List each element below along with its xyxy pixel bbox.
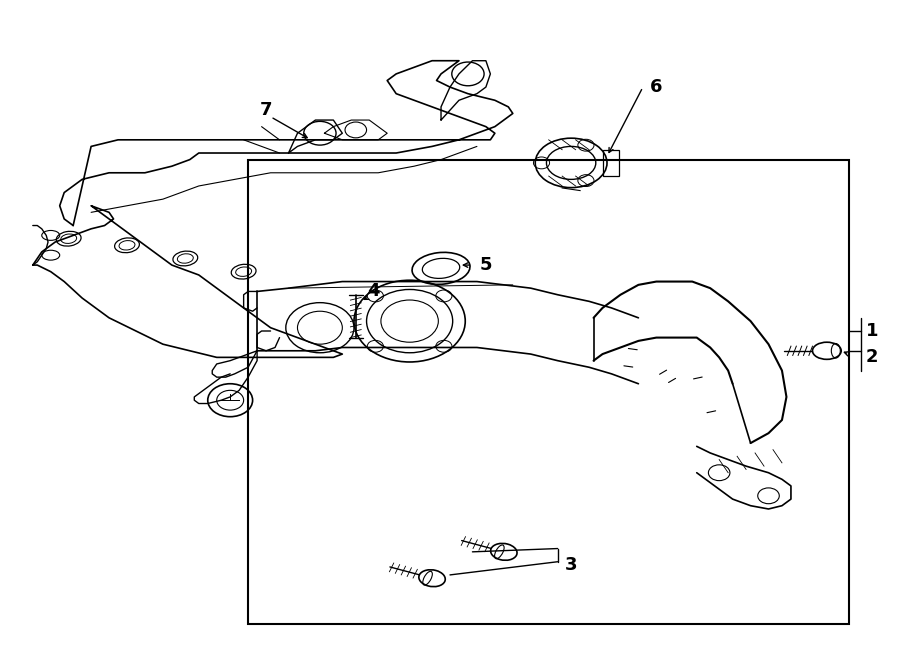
- Text: 5: 5: [480, 256, 492, 274]
- Text: 4: 4: [367, 283, 380, 301]
- Text: 3: 3: [565, 556, 578, 574]
- Bar: [602, 150, 618, 176]
- Text: 1: 1: [866, 322, 878, 340]
- Text: 7: 7: [260, 101, 273, 119]
- Bar: [248, 160, 850, 624]
- Text: 2: 2: [866, 348, 878, 366]
- Text: 6: 6: [650, 78, 662, 96]
